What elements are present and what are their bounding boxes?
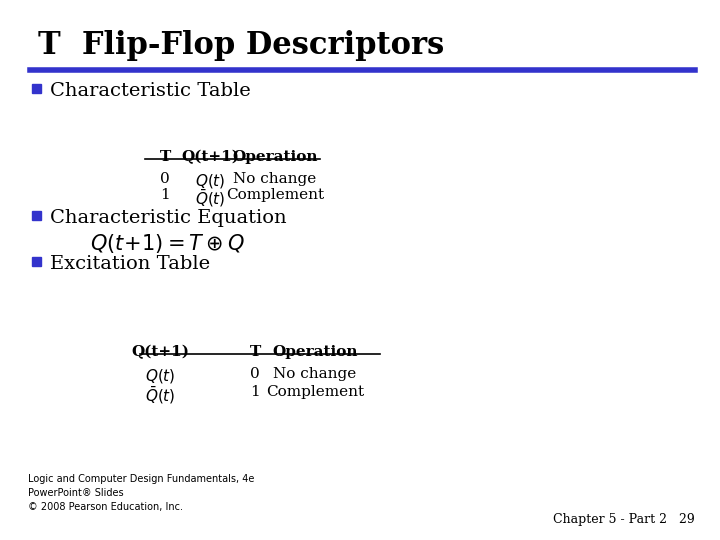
Text: $\bar{\mathit{Q}}(t)$: $\bar{\mathit{Q}}(t)$: [145, 385, 175, 406]
Text: Q(t+1): Q(t+1): [131, 345, 189, 359]
Text: 1: 1: [250, 385, 260, 399]
Text: No change: No change: [274, 367, 356, 381]
Text: Logic and Computer Design Fundamentals, 4e
PowerPoint® Slides
© 2008 Pearson Edu: Logic and Computer Design Fundamentals, …: [28, 474, 254, 512]
Text: 0: 0: [250, 367, 260, 381]
Text: No change: No change: [233, 172, 317, 186]
Bar: [32, 257, 41, 266]
Text: $\bar{\mathit{Q}}(t)$: $\bar{\mathit{Q}}(t)$: [194, 188, 225, 209]
Text: Chapter 5 - Part 2   29: Chapter 5 - Part 2 29: [553, 513, 695, 526]
Text: 1: 1: [160, 188, 170, 202]
Text: T: T: [249, 345, 261, 359]
Text: Characteristic Table: Characteristic Table: [50, 82, 251, 100]
Text: $Q(t\!+\!1) = T \oplus Q$: $Q(t\!+\!1) = T \oplus Q$: [90, 232, 245, 255]
Text: T  Flip-Flop Descriptors: T Flip-Flop Descriptors: [38, 30, 444, 61]
Text: Characteristic Equation: Characteristic Equation: [50, 209, 287, 227]
Text: Excitation Table: Excitation Table: [50, 255, 210, 273]
Text: Operation: Operation: [233, 150, 318, 164]
Text: $\mathit{Q}(t)$: $\mathit{Q}(t)$: [145, 367, 175, 385]
Text: 0: 0: [160, 172, 170, 186]
Text: $\mathit{Q}(t)$: $\mathit{Q}(t)$: [194, 172, 225, 190]
Text: Complement: Complement: [226, 188, 324, 202]
Bar: [32, 84, 41, 93]
Text: Q(t+1): Q(t+1): [181, 150, 239, 164]
Text: T: T: [159, 150, 171, 164]
Text: Operation: Operation: [272, 345, 358, 359]
Bar: [32, 211, 41, 220]
Text: Complement: Complement: [266, 385, 364, 399]
